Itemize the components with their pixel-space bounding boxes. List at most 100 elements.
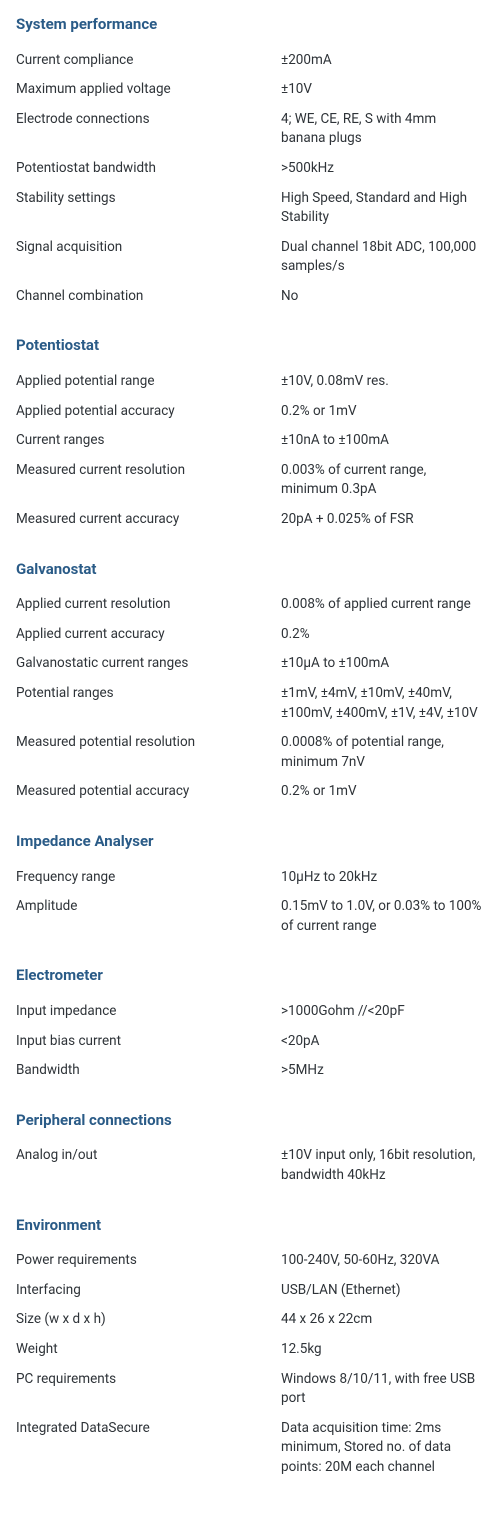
spec-label: Input bias current — [16, 1032, 281, 1052]
spec-value: ±10µA to ±100mA — [281, 654, 484, 674]
spec-row: Potentiostat bandwidth>500kHz — [16, 154, 484, 184]
spec-value: 0.2% or 1mV — [281, 402, 484, 422]
spec-value: Windows 8/10/11, with free USB port — [281, 1370, 484, 1409]
spec-value: ±200mA — [281, 51, 484, 71]
spec-value: ±10V input only, 16bit resolution, bandw… — [281, 1146, 484, 1185]
spec-row: Integrated DataSecureData acquisition ti… — [16, 1414, 484, 1483]
spec-label: Applied current resolution — [16, 595, 281, 615]
spec-row: Applied potential range±10V, 0.08mV res. — [16, 367, 484, 397]
spec-row: Weight12.5kg — [16, 1335, 484, 1365]
spec-label: Potential ranges — [16, 684, 281, 704]
spec-row: Electrode connections4; WE, CE, RE, S wi… — [16, 105, 484, 154]
spec-row: Potential ranges±1mV, ±4mV, ±10mV, ±40mV… — [16, 679, 484, 728]
spec-label: Current compliance — [16, 51, 281, 71]
spec-row: Stability settingsHigh Speed, Standard a… — [16, 184, 484, 233]
spec-label: Signal acquisition — [16, 238, 281, 258]
section-title: Electrometer — [16, 965, 484, 987]
spec-label: Measured current resolution — [16, 461, 281, 481]
spec-row: Channel combinationNo — [16, 282, 484, 312]
spec-row: Analog in/out±10V input only, 16bit reso… — [16, 1141, 484, 1190]
spec-row: Current compliance±200mA — [16, 46, 484, 76]
spec-row: InterfacingUSB/LAN (Ethernet) — [16, 1276, 484, 1306]
spec-label: Maximum applied voltage — [16, 80, 281, 100]
spec-row: Current ranges±10nA to ±100mA — [16, 426, 484, 456]
spec-label: Interfacing — [16, 1281, 281, 1301]
spec-value: 20pA + 0.025% of FSR — [281, 510, 484, 530]
spec-label: Input impedance — [16, 1002, 281, 1022]
spec-label: Measured current accuracy — [16, 510, 281, 530]
spec-row: Input bias current<20pA — [16, 1027, 484, 1057]
spec-row: PC requirementsWindows 8/10/11, with fre… — [16, 1365, 484, 1414]
spec-label: Channel combination — [16, 287, 281, 307]
spec-value: 4; WE, CE, RE, S with 4mm banana plugs — [281, 110, 484, 149]
spec-row: Applied current accuracy0.2% — [16, 620, 484, 650]
spec-value: 0.003% of current range, minimum 0.3pA — [281, 461, 484, 500]
spec-value: ±10nA to ±100mA — [281, 431, 484, 451]
spec-row: Amplitude0.15mV to 1.0V, or 0.03% to 100… — [16, 892, 484, 941]
spec-value: 44 x 26 x 22cm — [281, 1310, 484, 1330]
spec-row: Maximum applied voltage±10V — [16, 75, 484, 105]
spec-label: Amplitude — [16, 897, 281, 917]
section-title: Peripheral connections — [16, 1110, 484, 1132]
spec-label: Electrode connections — [16, 110, 281, 130]
spec-value: USB/LAN (Ethernet) — [281, 1281, 484, 1301]
section: GalvanostatApplied current resolution0.0… — [16, 559, 484, 807]
spec-value: Dual channel 18bit ADC, 100,000 samples/… — [281, 238, 484, 277]
section: Potentiostat Applied potential range±10V,… — [16, 335, 484, 534]
spec-row: Measured current resolution0.003% of cur… — [16, 456, 484, 505]
spec-label: Current ranges — [16, 431, 281, 451]
section: System performance Current compliance±200… — [16, 14, 484, 311]
spec-value: 0.008% of applied current range — [281, 595, 484, 615]
spec-value: 0.2% — [281, 625, 484, 645]
spec-label: Power requirements — [16, 1251, 281, 1271]
spec-label: Bandwidth — [16, 1061, 281, 1081]
spec-label: Measured potential resolution — [16, 733, 281, 753]
spec-row: Galvanostatic current ranges±10µA to ±10… — [16, 649, 484, 679]
spec-row: Applied potential accuracy0.2% or 1mV — [16, 397, 484, 427]
spec-row: Power requirements100-240V, 50-60Hz, 320… — [16, 1246, 484, 1276]
spec-value: 0.2% or 1mV — [281, 782, 484, 802]
spec-label: Integrated DataSecure — [16, 1419, 281, 1439]
spec-value: 0.15mV to 1.0V, or 0.03% to 100% of curr… — [281, 897, 484, 936]
section-title: Impedance Analyser — [16, 831, 484, 853]
spec-label: Potentiostat bandwidth — [16, 159, 281, 179]
spec-value: >1000Gohm //<20pF — [281, 1002, 484, 1022]
spec-label: Galvanostatic current ranges — [16, 654, 281, 674]
section: Electrometer Input impedance>1000Gohm //<… — [16, 965, 484, 1085]
spec-row: Measured potential resolution0.0008% of … — [16, 728, 484, 777]
spec-row: Input impedance>1000Gohm //<20pF — [16, 997, 484, 1027]
section-title: System performance — [16, 14, 484, 36]
spec-value: 100-240V, 50-60Hz, 320VA — [281, 1251, 484, 1271]
section: EnvironmentPower requirements100-240V, 5… — [16, 1215, 484, 1483]
spec-value: 10µHz to 20kHz — [281, 868, 484, 888]
spec-value: Data acquisition time: 2ms minimum, Stor… — [281, 1419, 484, 1478]
section: Impedance Analyser Frequency range10µHz t… — [16, 831, 484, 941]
spec-row: Measured potential accuracy0.2% or 1mV — [16, 777, 484, 807]
spec-row: Measured current accuracy20pA + 0.025% o… — [16, 505, 484, 535]
spec-value: <20pA — [281, 1032, 484, 1052]
spec-value: >5MHz — [281, 1061, 484, 1081]
spec-label: PC requirements — [16, 1370, 281, 1390]
spec-value: 12.5kg — [281, 1340, 484, 1360]
section-title: Potentiostat — [16, 335, 484, 357]
spec-row: Bandwidth>5MHz — [16, 1056, 484, 1086]
spec-value: High Speed, Standard and High Stability — [281, 189, 484, 228]
spec-value: ±10V, 0.08mV res. — [281, 372, 484, 392]
spec-label: Applied potential range — [16, 372, 281, 392]
spec-value: 0.0008% of potential range, minimum 7nV — [281, 733, 484, 772]
spec-row: Signal acquisitionDual channel 18bit ADC… — [16, 233, 484, 282]
spec-row: Frequency range10µHz to 20kHz — [16, 863, 484, 893]
spec-row: Size (w x d x h)44 x 26 x 22cm — [16, 1305, 484, 1335]
spec-label: Frequency range — [16, 868, 281, 888]
spec-row: Applied current resolution0.008% of appl… — [16, 590, 484, 620]
spec-value: ±10V — [281, 80, 484, 100]
spec-value: >500kHz — [281, 159, 484, 179]
spec-value: No — [281, 287, 484, 307]
spec-label: Applied potential accuracy — [16, 402, 281, 422]
spec-label: Size (w x d x h) — [16, 1310, 281, 1330]
spec-label: Weight — [16, 1340, 281, 1360]
section: Peripheral connections Analog in/out±10V … — [16, 1110, 484, 1191]
spec-label: Analog in/out — [16, 1146, 281, 1166]
spec-label: Measured potential accuracy — [16, 782, 281, 802]
spec-label: Stability settings — [16, 189, 281, 209]
